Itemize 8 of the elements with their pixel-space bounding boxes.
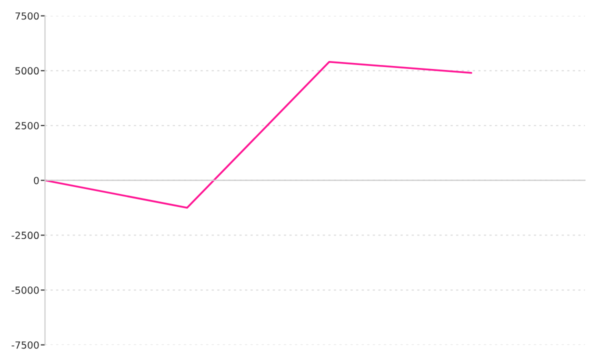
y-tick-label: 2500 (15, 122, 39, 130)
y-tick-label: 7500 (16, 12, 39, 20)
y-tick-label: -2500 (12, 232, 39, 240)
y-tick-label: 0 (34, 176, 39, 184)
line-series (45, 61, 472, 209)
y-tick-label: -7500 (12, 341, 39, 349)
y-tick-label: -5000 (12, 286, 39, 294)
y-tick-label: 5000 (15, 67, 39, 75)
